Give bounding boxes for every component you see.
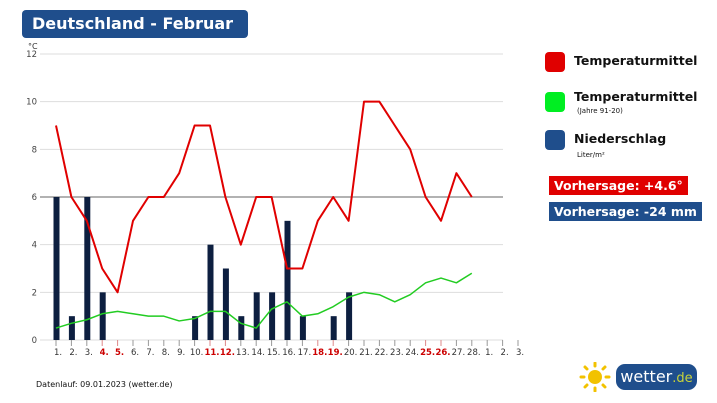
x-tick-label: 4. (100, 348, 109, 358)
x-tick-label: 20. (344, 348, 358, 358)
x-tick-label: 8. (162, 348, 170, 358)
precip-bar (192, 316, 199, 340)
x-tick-label: 15. (267, 348, 281, 358)
x-tick-label: 17. (298, 348, 312, 358)
x-tick-label: 24. (405, 348, 419, 358)
x-tick-label: 18. (312, 348, 327, 358)
legend-swatch-blue (545, 130, 565, 150)
temperature-normal-line (55, 272, 473, 329)
y-tick-label: 12 (26, 50, 37, 60)
precip-bar (68, 316, 75, 340)
x-tick-label: 10. (190, 348, 204, 358)
y-tick-label: 8 (32, 145, 37, 155)
x-tick-label: 16. (282, 348, 296, 358)
x-tick-label: 2. (501, 348, 509, 358)
precip-bar (284, 220, 291, 340)
precip-bar (84, 197, 91, 340)
y-tick-label: 4 (32, 241, 37, 251)
forecast-precip-badge: Vorhersage: -24 mm (549, 202, 702, 221)
precip-bar (238, 316, 245, 340)
y-tick-label: 10 (26, 98, 37, 108)
temperature-line (55, 100, 473, 294)
legend-swatch-green (545, 92, 565, 112)
precip-bar (330, 316, 337, 340)
precip-bar (269, 292, 276, 340)
x-tick-label: 12. (220, 348, 235, 358)
x-tick-label: 25. (420, 348, 435, 358)
x-tick-label: 6. (131, 348, 139, 358)
x-tick-label: 26. (435, 348, 450, 358)
legend-sublabel: Liter/m² (577, 151, 605, 159)
x-tick-label: 14. (251, 348, 265, 358)
legend-label: Temperaturmittel (574, 89, 698, 104)
legend-swatch-red (545, 52, 565, 72)
x-tick-label: 2. (69, 348, 77, 358)
x-tick-label: 1. (54, 348, 62, 358)
x-tick-label: 22. (375, 348, 389, 358)
x-tick-label: 3. (516, 348, 524, 358)
x-tick-label: 13. (236, 348, 250, 358)
y-tick-label: 6 (32, 193, 37, 203)
precip-bar (222, 268, 229, 340)
page-title: Deutschland - Februar (22, 10, 248, 38)
x-tick-label: 9. (177, 348, 185, 358)
precip-bar (53, 197, 60, 340)
legend-sublabel: (Jahre 91-20) (577, 107, 623, 115)
footer-datenlauf: Datenlauf: 09.01.2023 (wetter.de) (36, 380, 173, 389)
legend-label: Temperaturmittel (574, 53, 698, 68)
x-tick-label: 27. (452, 348, 466, 358)
x-tick-label: 3. (85, 348, 93, 358)
legend-label: Niederschlag (574, 131, 667, 146)
x-tick-label: 11. (204, 348, 219, 358)
forecast-temp-badge: Vorhersage: +4.6° (549, 176, 688, 195)
x-tick-label: 1. (485, 348, 493, 358)
y-axis-unit: °C (28, 42, 38, 51)
x-tick-label: 23. (390, 348, 404, 358)
precip-bar (299, 316, 306, 340)
y-tick-label: 0 (32, 336, 37, 346)
x-tick-label: 21. (359, 348, 373, 358)
precip-bar (207, 244, 214, 340)
x-tick-label: 19. (328, 348, 343, 358)
precip-bar (99, 292, 106, 340)
precip-bar (346, 292, 353, 340)
x-tick-label: 28. (467, 348, 481, 358)
sun-icon (579, 362, 611, 392)
logo-text: wetter.de (616, 364, 697, 390)
x-tick-label: 5. (115, 348, 124, 358)
precip-bar (253, 292, 260, 340)
y-tick-label: 2 (32, 288, 37, 298)
x-tick-label: 7. (146, 348, 154, 358)
